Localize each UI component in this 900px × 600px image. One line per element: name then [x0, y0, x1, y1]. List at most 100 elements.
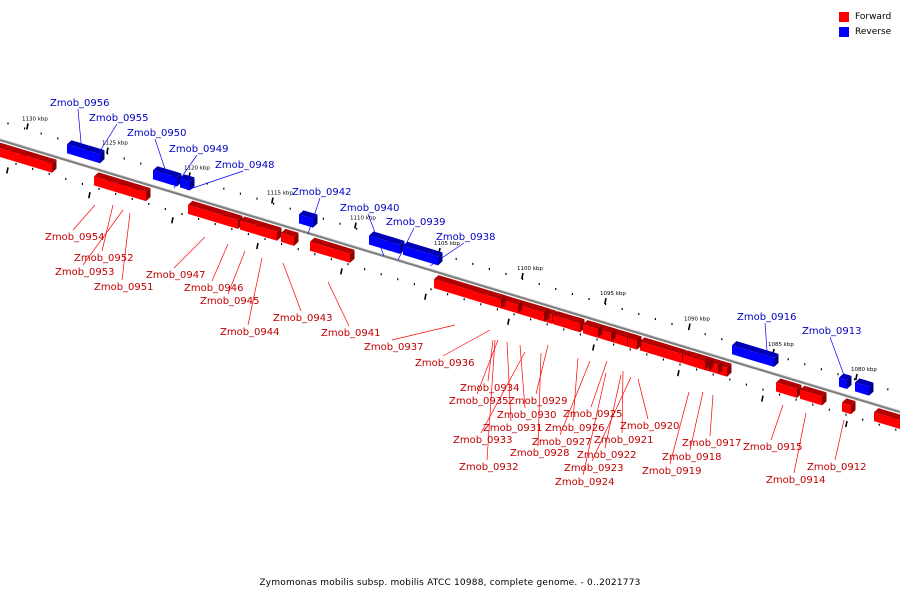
leader-line [535, 344, 549, 395]
gene-label: Zmob_0946 [184, 283, 244, 294]
legend-item-reverse: Reverse [839, 24, 891, 39]
leader-line [173, 154, 198, 189]
gene-block [496, 293, 506, 309]
leader-line [227, 250, 246, 295]
leader-line [487, 339, 494, 382]
gene-label: Zmob_0921 [594, 435, 654, 446]
gene-block [855, 378, 874, 396]
gene-block [800, 385, 827, 406]
scale-label: 1105 kbp [434, 241, 460, 247]
scale-tick [271, 197, 274, 204]
gene-block [603, 326, 616, 342]
leader-line [82, 209, 124, 266]
gene-block [842, 398, 856, 415]
leader-line [94, 123, 118, 160]
leader-line [486, 339, 496, 461]
leader-line [572, 357, 579, 422]
leader-line [429, 242, 465, 267]
leader-line [604, 374, 622, 449]
gene-label: Zmob_0948 [215, 160, 275, 171]
gene-label: Zmob_0956 [50, 98, 110, 109]
leader-line [709, 394, 714, 437]
gene-block [387, 236, 405, 254]
gene-labels: Zmob_0956 Zmob_0955 Zmob_0950 Zmob_0949 Zmob… [45, 98, 867, 488]
gene-block [299, 210, 318, 228]
gene-label: Zmob_0945 [200, 296, 260, 307]
gene-label: Zmob_0916 [737, 312, 797, 323]
gene-label: Zmob_0943 [273, 313, 333, 324]
gene-label: Zmob_0915 [743, 442, 803, 453]
gene-block [683, 350, 710, 371]
gene-block [256, 221, 282, 241]
leader-line [442, 329, 491, 357]
leader-line [537, 352, 542, 447]
gene-label: Zmob_0937 [364, 342, 424, 353]
gene-label: Zmob_0925 [563, 409, 623, 420]
scale-tick-lower [424, 293, 427, 300]
scale-label: 1130 kbp [22, 116, 48, 122]
gene-label: Zmob_0923 [564, 463, 624, 474]
gene-block [180, 174, 195, 191]
leader-line [590, 360, 608, 408]
scale-label: 1115 kbp [267, 191, 293, 197]
leader-line [282, 262, 302, 312]
gene-label: Zmob_0912 [807, 462, 867, 473]
legend-swatch-forward [839, 11, 849, 22]
leader-line [72, 204, 96, 231]
gene-block [583, 320, 603, 338]
gene-block [628, 333, 642, 350]
scale-tick-lower [256, 242, 259, 250]
gene-block [222, 211, 243, 229]
scale-label: 1085 kbp [768, 342, 794, 348]
gene-label: Zmob_0953 [55, 267, 115, 278]
leader-line [519, 344, 526, 409]
gene-block [188, 200, 227, 225]
leader-line [637, 378, 649, 420]
leader-line [764, 322, 769, 365]
legend-item-forward: Forward [839, 9, 891, 24]
gene-label: Zmob_0935 [449, 396, 509, 407]
leader-line [834, 419, 845, 461]
scale-tick [354, 222, 357, 229]
leader-line [367, 213, 385, 257]
leader-line [173, 236, 206, 269]
leader-line [669, 391, 690, 465]
scale-label: 1120 kbp [184, 165, 210, 171]
scale-label: 1090 kbp [684, 317, 710, 323]
leader-line [559, 360, 591, 436]
gene-label: Zmob_0924 [555, 477, 615, 488]
leader-line [621, 370, 624, 434]
legend-label-reverse: Reverse [855, 26, 892, 37]
scale-label: 1080 kbp [851, 367, 877, 373]
gene-label: Zmob_0920 [620, 421, 680, 432]
scale-label: 1100 kbp [517, 266, 543, 272]
legend-swatch-reverse [839, 26, 849, 37]
gene-label: Zmob_0931 [483, 423, 543, 434]
gene-label: Zmob_0942 [292, 187, 352, 198]
gene-block [892, 413, 900, 429]
gene-label: Zmob_0917 [682, 438, 742, 449]
gene-label: Zmob_0940 [340, 203, 400, 214]
gene-block [732, 341, 779, 367]
gene-label: Zmob_0938 [436, 232, 496, 243]
scale-ticks: 1130 kbp 1125 kbp 1120 kbp 1115 kbp 1110 kbp… [22, 116, 877, 381]
scale-tick-lower [845, 420, 848, 428]
gene-label: Zmob_0932 [459, 462, 519, 473]
gene-label: Zmob_0941 [321, 328, 381, 339]
gene-block [537, 306, 549, 322]
leader-line [397, 227, 415, 261]
scale-tick-lower [171, 217, 174, 224]
gene-label: Zmob_0913 [802, 326, 862, 337]
leader-line [121, 212, 131, 281]
scale-label: 1095 kbp [600, 291, 626, 297]
gene-label: Zmob_0926 [545, 423, 605, 434]
gene-label: Zmob_0951 [94, 282, 154, 293]
leader-line [591, 376, 632, 462]
scale-tick-lower [592, 344, 595, 351]
scale-tick [855, 373, 858, 381]
leader-line [391, 324, 456, 341]
legend: Forward Reverse [839, 9, 891, 39]
gene-block [133, 184, 151, 202]
leader-line [307, 197, 321, 235]
